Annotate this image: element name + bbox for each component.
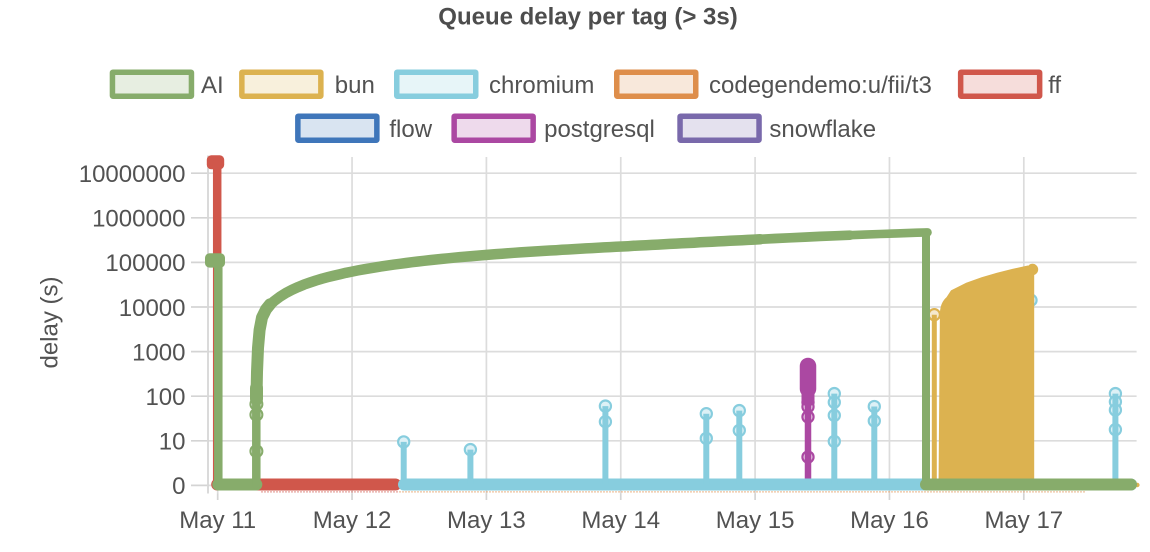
- svg-text:10000: 10000: [119, 295, 186, 322]
- svg-text:codegendemo:u/fii/t3: codegendemo:u/fii/t3: [709, 72, 932, 99]
- svg-text:10: 10: [159, 429, 186, 456]
- svg-text:bun: bun: [335, 72, 375, 99]
- svg-text:May 12: May 12: [313, 507, 392, 534]
- svg-text:May 15: May 15: [716, 507, 795, 534]
- svg-text:May 11: May 11: [179, 507, 256, 534]
- svg-text:May 16: May 16: [850, 507, 929, 534]
- svg-text:100000: 100000: [105, 250, 185, 277]
- svg-text:chromium: chromium: [489, 72, 594, 99]
- svg-text:100: 100: [145, 384, 185, 411]
- svg-text:delay (s): delay (s): [37, 276, 64, 368]
- svg-text:0: 0: [172, 473, 185, 500]
- svg-text:postgresql: postgresql: [544, 116, 655, 143]
- svg-text:flow: flow: [389, 116, 432, 143]
- svg-text:May 13: May 13: [447, 507, 526, 534]
- svg-text:10000000: 10000000: [79, 161, 186, 188]
- svg-text:AI: AI: [201, 72, 224, 99]
- svg-text:ff: ff: [1048, 72, 1061, 99]
- svg-text:snowflake: snowflake: [769, 116, 876, 143]
- svg-text:1000000: 1000000: [92, 206, 185, 233]
- svg-text:1000: 1000: [132, 339, 185, 366]
- svg-text:May 14: May 14: [581, 507, 660, 534]
- svg-text:Queue delay per tag (> 3s): Queue delay per tag (> 3s): [438, 4, 737, 31]
- svg-text:May 17: May 17: [984, 507, 1063, 534]
